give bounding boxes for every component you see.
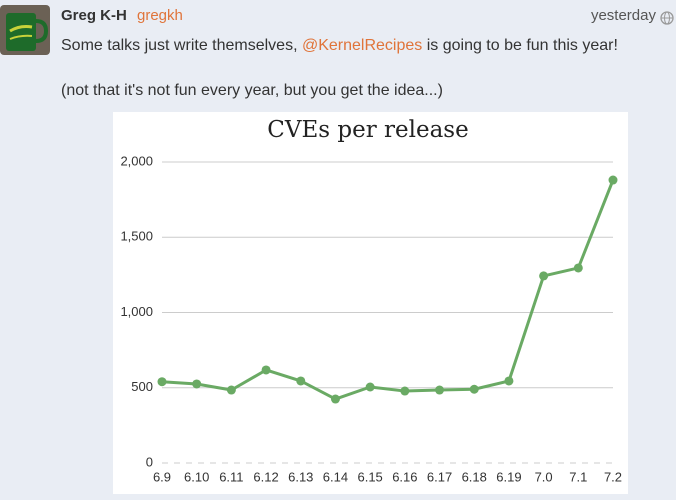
- post-time[interactable]: yesterday: [590, 7, 656, 24]
- data-point: [573, 263, 583, 273]
- y-tick-label: 2,000: [120, 153, 153, 168]
- chart[interactable]: CVEs per release 0 500 1,000 1,500 2,000 6.9 6…: [113, 112, 628, 494]
- x-tick-label: 6.14: [323, 469, 348, 484]
- data-point: [192, 379, 202, 389]
- data-point: [435, 385, 445, 395]
- x-tick-label: 6.10: [184, 469, 209, 484]
- data-line: [161, 179, 615, 401]
- chart-title: CVEs per release: [267, 117, 468, 143]
- y-tick-label: 1,500: [120, 229, 153, 244]
- x-tick-label: 6.12: [253, 469, 278, 484]
- data-point: [608, 175, 618, 185]
- text: is going to be fun this year!: [422, 37, 618, 54]
- x-tick-label: 6.13: [288, 469, 313, 484]
- post-text: (not that it's not fun every year, but y…: [61, 82, 443, 99]
- author-handle[interactable]: gregkh: [137, 7, 183, 24]
- avatar[interactable]: [0, 5, 50, 55]
- x-tick-label: 6.16: [392, 469, 417, 484]
- x-tick-label: 6.15: [357, 469, 382, 484]
- y-tick-label: 0: [146, 454, 153, 469]
- data-point: [330, 394, 340, 404]
- data-point: [504, 376, 514, 386]
- y-tick-label: 1,000: [120, 304, 153, 319]
- globe-icon: [660, 11, 674, 25]
- x-tick-label: 7.0: [535, 469, 553, 484]
- x-tick-label: 7.1: [569, 469, 587, 484]
- x-tick-label: 6.11: [219, 469, 243, 484]
- data-point: [365, 382, 375, 392]
- y-tick-label: 500: [131, 379, 153, 394]
- x-tick-label: 7.2: [604, 469, 622, 484]
- data-point: [157, 377, 167, 387]
- x-tick-label: 6.19: [496, 469, 521, 484]
- post-text: Some talks just write themselves, @Kerne…: [61, 37, 618, 55]
- data-point: [539, 271, 549, 281]
- author-name[interactable]: Greg K-H: [61, 7, 127, 24]
- data-point: [469, 384, 479, 394]
- data-point: [261, 365, 271, 375]
- x-tick-label: 6.17: [427, 469, 452, 484]
- data-point: [226, 385, 236, 395]
- chart-background: [113, 112, 628, 494]
- data-point: [296, 376, 306, 386]
- mention-link[interactable]: @KernelRecipes: [301, 37, 423, 54]
- text: Some talks just write themselves,: [61, 37, 302, 54]
- x-tick-label: 6.9: [153, 469, 171, 484]
- data-point: [400, 386, 410, 396]
- x-tick-label: 6.18: [462, 469, 487, 484]
